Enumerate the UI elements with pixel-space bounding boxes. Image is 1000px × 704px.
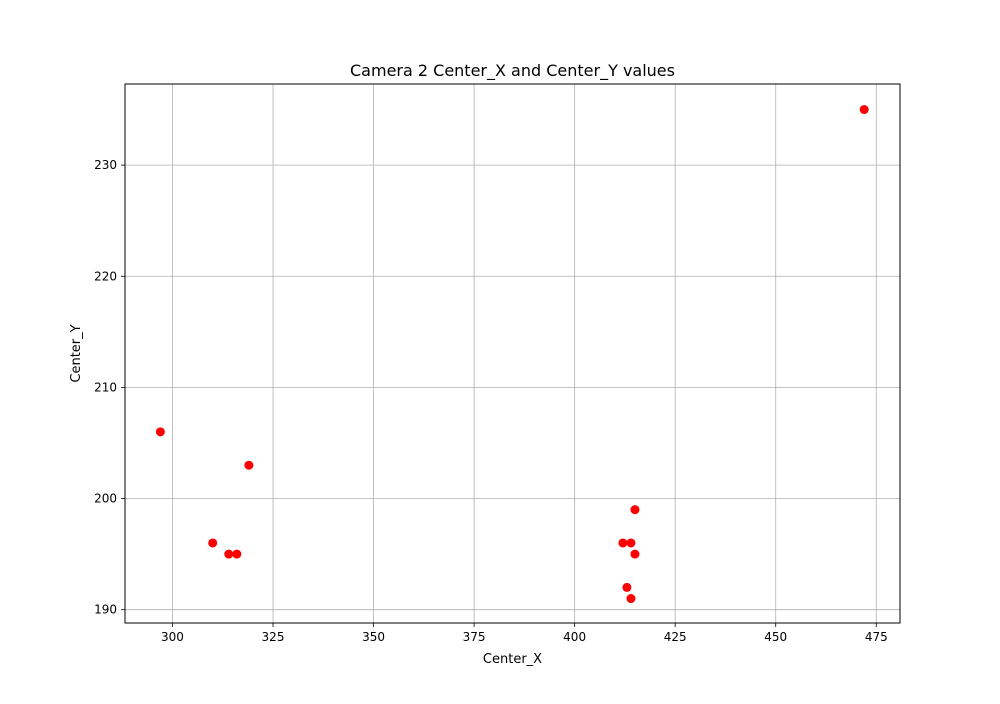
data-points — [155, 105, 869, 604]
data-point — [618, 538, 628, 548]
plot-area-frame — [124, 83, 901, 624]
data-point — [626, 594, 636, 604]
x-tick-label: 475 — [865, 630, 888, 644]
data-point — [622, 582, 632, 592]
x-tick-label: 375 — [463, 630, 486, 644]
data-point — [208, 538, 218, 548]
x-tick-label: 325 — [262, 630, 285, 644]
grid-lines — [125, 84, 900, 623]
data-point — [630, 505, 640, 515]
chart-title: Camera 2 Center_X and Center_Y values — [350, 61, 675, 81]
data-point — [630, 549, 640, 559]
y-tick-label: 190 — [94, 603, 117, 617]
y-tick-label: 220 — [94, 269, 117, 283]
x-tick-label: 300 — [161, 630, 184, 644]
data-point — [244, 460, 254, 470]
x-tick-label: 425 — [664, 630, 687, 644]
axis-ticks: 300 325 350 375 400 425 450 475 190 200 210 220 230 — [94, 158, 888, 644]
y-axis-label: Center_Y — [69, 324, 84, 382]
y-tick-label: 230 — [94, 158, 117, 172]
y-tick-label: 200 — [94, 492, 117, 506]
y-tick-label: 210 — [94, 380, 117, 394]
data-point — [859, 105, 869, 115]
x-axis-label: Center_X — [483, 652, 542, 667]
data-point — [626, 538, 636, 548]
x-tick-label: 450 — [764, 630, 787, 644]
data-point — [232, 549, 242, 559]
data-point — [224, 549, 234, 559]
data-point — [155, 427, 165, 437]
x-tick-label: 400 — [563, 630, 586, 644]
x-tick-label: 350 — [362, 630, 385, 644]
